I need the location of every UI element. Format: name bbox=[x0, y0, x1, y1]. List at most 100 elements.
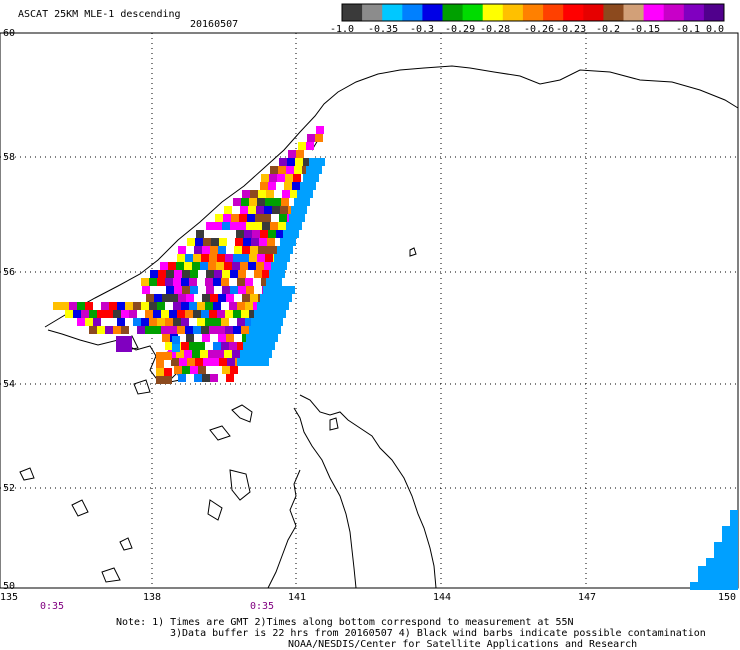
colorbar-swatch bbox=[362, 4, 383, 21]
colorbar bbox=[341, 3, 725, 22]
swath-pixel bbox=[266, 246, 274, 254]
swath-pixel bbox=[249, 326, 257, 334]
swath-pixel bbox=[149, 318, 157, 326]
swath-pixel bbox=[206, 222, 214, 230]
swath-pixel bbox=[145, 310, 153, 318]
swath-pixel bbox=[93, 302, 101, 310]
swath-pixel bbox=[197, 318, 205, 326]
swath-pixel bbox=[105, 310, 113, 318]
swath-pixel bbox=[267, 238, 275, 246]
swath-pixel bbox=[205, 302, 213, 310]
swath-pixel bbox=[214, 270, 222, 278]
swath-pixel bbox=[264, 350, 272, 358]
swath-pixel bbox=[186, 294, 194, 302]
swath-pixel bbox=[270, 166, 278, 174]
swath-pixel bbox=[730, 510, 738, 518]
swath-pixel bbox=[198, 286, 206, 294]
swath-pixel bbox=[205, 278, 213, 286]
swath-pixel bbox=[157, 318, 165, 326]
swath-pixel bbox=[270, 310, 278, 318]
swath-pixel bbox=[153, 310, 161, 318]
lat-label: 52 bbox=[3, 483, 16, 494]
swath-pixel bbox=[254, 222, 262, 230]
swath-pixel bbox=[216, 350, 224, 358]
swath-pixel bbox=[201, 254, 209, 262]
swath-pixel bbox=[133, 302, 141, 310]
swath-pixel bbox=[214, 286, 222, 294]
swath-pixel bbox=[245, 278, 253, 286]
swath-pixel bbox=[218, 294, 226, 302]
swath-pixel bbox=[223, 214, 231, 222]
coastline bbox=[19, 65, 739, 589]
swath-pixel bbox=[124, 344, 132, 352]
swath-pixel bbox=[200, 262, 208, 270]
swath-pixel bbox=[273, 198, 281, 206]
swath-pixel bbox=[53, 302, 61, 310]
swath-pixel bbox=[275, 238, 283, 246]
swath-pixel bbox=[248, 206, 256, 214]
swath-pixel bbox=[178, 294, 186, 302]
swath-pixel bbox=[194, 334, 202, 342]
colorbar-swatch bbox=[422, 4, 443, 21]
swath-pixel bbox=[184, 262, 192, 270]
swath-pixel bbox=[284, 294, 292, 302]
swath-pixel bbox=[121, 310, 129, 318]
swath-pixel bbox=[235, 238, 243, 246]
swath-pixel bbox=[201, 310, 209, 318]
swath-pixel bbox=[230, 222, 238, 230]
swath-pixel bbox=[269, 174, 277, 182]
colorbar-swatch bbox=[563, 4, 584, 21]
swath-pixel bbox=[165, 302, 173, 310]
swath-pixel bbox=[170, 294, 178, 302]
swath-pixel bbox=[196, 230, 204, 238]
swath-pixel bbox=[101, 318, 109, 326]
swath-pixel bbox=[156, 368, 164, 376]
swath-pixel bbox=[230, 270, 238, 278]
swath-pixel bbox=[730, 574, 738, 582]
swath-pixel bbox=[245, 358, 253, 366]
swath-pixel bbox=[164, 376, 172, 384]
swath-pixel bbox=[149, 302, 157, 310]
colorbar-swatch bbox=[522, 4, 544, 21]
swath-pixel bbox=[226, 246, 234, 254]
swath-pixel bbox=[233, 254, 241, 262]
swath-pixel bbox=[225, 254, 233, 262]
swath-pixel bbox=[141, 318, 149, 326]
time-label: 0:35 bbox=[40, 601, 65, 612]
swath-pixel bbox=[65, 310, 73, 318]
swath-pixel bbox=[181, 342, 189, 350]
colorbar-swatch bbox=[683, 4, 705, 21]
swath-pixel bbox=[285, 174, 293, 182]
swath-pixel bbox=[317, 158, 325, 166]
swath-pixel bbox=[295, 158, 303, 166]
swath-pixel bbox=[233, 326, 241, 334]
swath-pixel bbox=[165, 318, 173, 326]
swath-pixel bbox=[173, 302, 181, 310]
swath-pixel bbox=[215, 214, 223, 222]
swath-pixel bbox=[298, 142, 306, 150]
swath-pixel bbox=[237, 302, 245, 310]
swath-pixel bbox=[714, 582, 722, 590]
swath-pixel bbox=[241, 326, 249, 334]
swath-pixel bbox=[245, 302, 253, 310]
swath-pixel bbox=[164, 352, 172, 360]
grid-lines bbox=[0, 33, 738, 588]
swath-pixel bbox=[297, 214, 305, 222]
colorbar-label: 0.0 bbox=[706, 24, 725, 35]
swath-pixel bbox=[251, 238, 259, 246]
swath-pixel bbox=[157, 278, 165, 286]
swath-pixel bbox=[125, 302, 133, 310]
swath-pixel bbox=[165, 278, 173, 286]
swath-pixel bbox=[192, 350, 200, 358]
colorbar-swatch bbox=[583, 4, 604, 21]
swath-pixel bbox=[161, 326, 169, 334]
swath-pixel bbox=[263, 286, 271, 294]
swath-pixel bbox=[267, 342, 275, 350]
swath-pixel bbox=[240, 350, 248, 358]
time-label: 0:35 bbox=[250, 601, 275, 612]
swath-pixel bbox=[314, 166, 322, 174]
swath-pixel bbox=[234, 294, 242, 302]
swath-pixel bbox=[251, 342, 259, 350]
swath-pixel bbox=[263, 214, 271, 222]
